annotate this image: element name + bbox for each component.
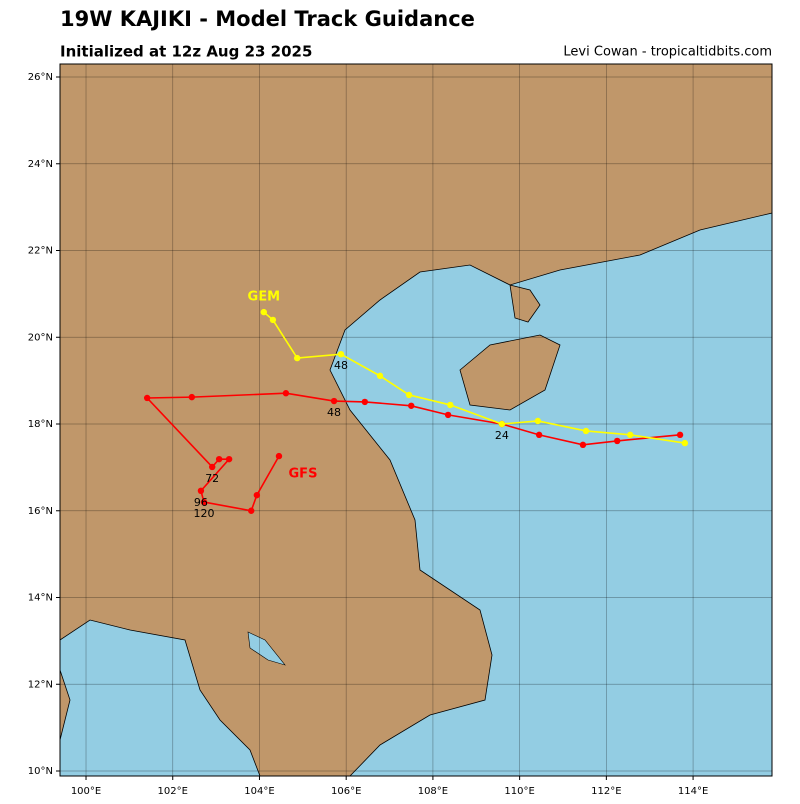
track-name: GFS: [289, 467, 318, 482]
x-tick-label: 102°E: [158, 786, 188, 797]
track-point: [208, 463, 216, 471]
hour-label: 72: [205, 472, 219, 485]
y-tick-label: 22°N: [28, 246, 53, 257]
track-point: [627, 431, 634, 439]
track-point: [676, 431, 684, 439]
chart-subtitle: Initialized at 12z Aug 23 2025: [60, 43, 312, 61]
track-point: [582, 427, 590, 435]
y-tick-label: 12°N: [28, 679, 53, 690]
track-point: [253, 491, 261, 499]
track-point: [225, 455, 233, 463]
hour-label: 48: [327, 406, 341, 419]
y-tick-label: 16°N: [28, 506, 53, 517]
track-point: [197, 487, 205, 495]
x-tick-label: 104°E: [244, 786, 274, 797]
credit: Levi Cowan - tropicaltidbits.com: [563, 45, 772, 60]
track-point: [534, 417, 542, 425]
track-point: [444, 411, 452, 419]
track-point: [248, 507, 255, 514]
track-point: [200, 498, 208, 506]
y-tick-label: 20°N: [28, 332, 53, 343]
track-point: [143, 394, 151, 402]
land: [59, 63, 773, 777]
y-tick-label: 26°N: [28, 72, 53, 83]
track-point: [405, 391, 413, 399]
hour-label: 120: [193, 507, 214, 520]
track-point: [215, 455, 223, 463]
track-point: [681, 439, 689, 447]
track: [263, 311, 685, 444]
track-point: [498, 420, 506, 428]
track-point: [579, 441, 587, 449]
track-point: [447, 401, 454, 409]
x-tick-label: 108°E: [418, 786, 448, 797]
track-point: [282, 390, 290, 397]
x-tick-label: 100°E: [71, 786, 101, 797]
chart-title: 19W KAJIKI - Model Track Guidance: [60, 7, 475, 31]
track-point: [376, 372, 384, 380]
track-point: [535, 431, 543, 439]
hour-label: 24: [495, 429, 509, 442]
track-point: [269, 316, 277, 324]
lake: [247, 631, 286, 666]
plot-frame: [59, 63, 773, 777]
y-tick-label: 18°N: [28, 419, 53, 430]
x-tick-label: 114°E: [678, 786, 708, 797]
x-tick-label: 112°E: [591, 786, 621, 797]
y-tick-label: 14°N: [28, 593, 53, 604]
track-point: [337, 350, 345, 358]
track-point: [613, 437, 621, 445]
hour-label: 48: [334, 359, 348, 372]
track-point: [275, 452, 283, 460]
y-tick-label: 24°N: [28, 159, 53, 170]
track-point: [293, 354, 301, 362]
x-tick-label: 110°E: [504, 786, 534, 797]
track-point: [361, 398, 369, 406]
track-point: [330, 397, 338, 405]
y-tick-label: 10°N: [28, 766, 53, 777]
track-point: [408, 402, 415, 409]
track-point: [188, 393, 196, 401]
track-name: GEM: [248, 290, 281, 305]
grid: [60, 64, 772, 776]
hour-label: 96: [194, 496, 208, 509]
track-point: [260, 308, 268, 316]
x-tick-label: 106°E: [331, 786, 361, 797]
